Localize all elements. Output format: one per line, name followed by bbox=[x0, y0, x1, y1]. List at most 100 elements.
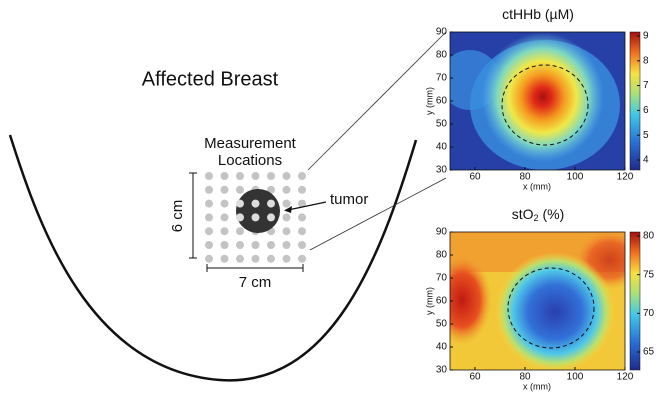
y-tick-label: 90 bbox=[436, 27, 448, 38]
measurement-dot bbox=[205, 172, 213, 180]
y-tick-label: 80 bbox=[436, 250, 448, 261]
y-tick-label: 50 bbox=[436, 119, 448, 130]
map-title: stO2 (%) bbox=[512, 206, 564, 224]
measurement-dot bbox=[298, 213, 306, 222]
measurement-label: Measurement bbox=[204, 135, 297, 152]
measurement-grid bbox=[205, 172, 306, 263]
measurement-dot bbox=[236, 185, 244, 194]
measurement-dot bbox=[282, 241, 291, 249]
colorbar-tick-label: 80 bbox=[643, 231, 655, 242]
x-tick-label: 80 bbox=[519, 372, 531, 383]
y-tick-label: 30 bbox=[436, 365, 448, 376]
y-tick-label: 50 bbox=[436, 319, 448, 330]
measurement-dot bbox=[236, 241, 244, 249]
y-tick-label: 90 bbox=[436, 227, 448, 238]
y-tick-label: 60 bbox=[436, 296, 448, 307]
measurement-dot bbox=[220, 254, 229, 263]
measurement-dot bbox=[298, 241, 306, 249]
measurement-dot bbox=[282, 185, 291, 194]
measurement-dot bbox=[220, 199, 229, 208]
colorbar-tick-label: 8 bbox=[643, 55, 649, 66]
x-tick-label: 60 bbox=[469, 172, 481, 183]
arrow-head bbox=[284, 206, 292, 213]
measurement-dot bbox=[205, 241, 213, 249]
measurement-label: Locations bbox=[218, 152, 282, 169]
x-axis-label: x (mm) bbox=[523, 181, 551, 191]
x-tick-label: 100 bbox=[567, 172, 584, 183]
tumor-label: tumor bbox=[330, 191, 368, 208]
measurement-dot bbox=[205, 185, 213, 194]
measurement-dot bbox=[267, 213, 275, 222]
measurement-dot bbox=[267, 241, 275, 249]
breast-outline bbox=[8, 134, 418, 382]
colorbar bbox=[629, 31, 641, 171]
heatmap-stO2 bbox=[450, 232, 625, 370]
measurement-dot bbox=[267, 199, 275, 208]
measurement-dot bbox=[220, 213, 229, 222]
measurement-dot bbox=[267, 254, 275, 263]
measurement-dot bbox=[236, 213, 244, 222]
y-tick-label: 30 bbox=[436, 165, 448, 176]
colorbar-tick-label: 9 bbox=[643, 31, 649, 42]
colorbar-tick-label: 70 bbox=[643, 308, 655, 319]
x-tick-label: 60 bbox=[469, 372, 481, 383]
map-title: ctHHb (µM) bbox=[502, 6, 574, 22]
measurement-dot bbox=[205, 213, 213, 222]
y-axis-label: y (mm) bbox=[424, 287, 434, 315]
title-subscript: 2 bbox=[534, 213, 539, 223]
measurement-dot bbox=[251, 254, 260, 263]
measurement-dot bbox=[205, 199, 213, 208]
y-tick-label: 40 bbox=[436, 142, 448, 153]
measurement-dot bbox=[251, 241, 260, 249]
title-part: (%) bbox=[539, 206, 565, 222]
measurement-dot bbox=[282, 213, 291, 222]
colorbar-tick-label: 65 bbox=[643, 347, 655, 358]
measurement-dot bbox=[220, 172, 229, 180]
measurement-dot bbox=[205, 254, 213, 263]
measurement-dot bbox=[298, 185, 306, 194]
measurement-dot bbox=[236, 199, 244, 208]
measurement-dot bbox=[251, 213, 260, 222]
measurement-dot bbox=[220, 227, 229, 236]
y-tick-label: 70 bbox=[436, 73, 448, 84]
title-part: ctHHb (µM) bbox=[502, 6, 574, 22]
measurement-dot bbox=[298, 254, 306, 263]
colorbar-tick-label: 7 bbox=[643, 80, 649, 91]
measurement-dot bbox=[298, 172, 306, 180]
measurement-dot bbox=[236, 254, 244, 263]
measurement-grid-over bbox=[236, 199, 275, 222]
x-tick-label: 100 bbox=[567, 372, 584, 383]
measurement-dot bbox=[236, 172, 244, 180]
heatmap-ctHHb bbox=[450, 32, 625, 170]
colorbar-tick-label: 6 bbox=[643, 105, 649, 116]
colorbar-tick-label: 4 bbox=[643, 155, 649, 166]
tumor-arrow bbox=[287, 201, 327, 211]
measurement-dot bbox=[220, 241, 229, 249]
width-label: 7 cm bbox=[239, 274, 272, 291]
measurement-dot bbox=[205, 227, 213, 236]
title-part: stO bbox=[512, 206, 534, 222]
y-tick-label: 60 bbox=[436, 96, 448, 107]
colorbar-tick-label: 5 bbox=[643, 130, 649, 141]
colorbar bbox=[629, 231, 641, 371]
measurement-dot bbox=[282, 199, 291, 208]
figure-title: Affected Breast bbox=[142, 68, 279, 90]
measurement-dot bbox=[267, 185, 275, 194]
measurement-dot bbox=[298, 227, 306, 236]
measurement-dot bbox=[220, 185, 229, 194]
y-tick-label: 70 bbox=[436, 273, 448, 284]
tumor-mark bbox=[236, 189, 280, 233]
zoom-line bbox=[307, 31, 447, 171]
height-label: 6 cm bbox=[169, 200, 186, 233]
x-tick-label: 80 bbox=[519, 172, 531, 183]
x-tick-label: 120 bbox=[617, 172, 634, 183]
measurement-dot bbox=[267, 172, 275, 180]
measurement-dot bbox=[251, 199, 260, 208]
colorbar-tick-label: 75 bbox=[643, 269, 655, 280]
measurement-dot bbox=[282, 254, 291, 263]
measurement-dot bbox=[282, 172, 291, 180]
x-axis-label: x (mm) bbox=[523, 381, 551, 391]
y-tick-label: 80 bbox=[436, 50, 448, 61]
measurement-dot bbox=[282, 227, 291, 236]
